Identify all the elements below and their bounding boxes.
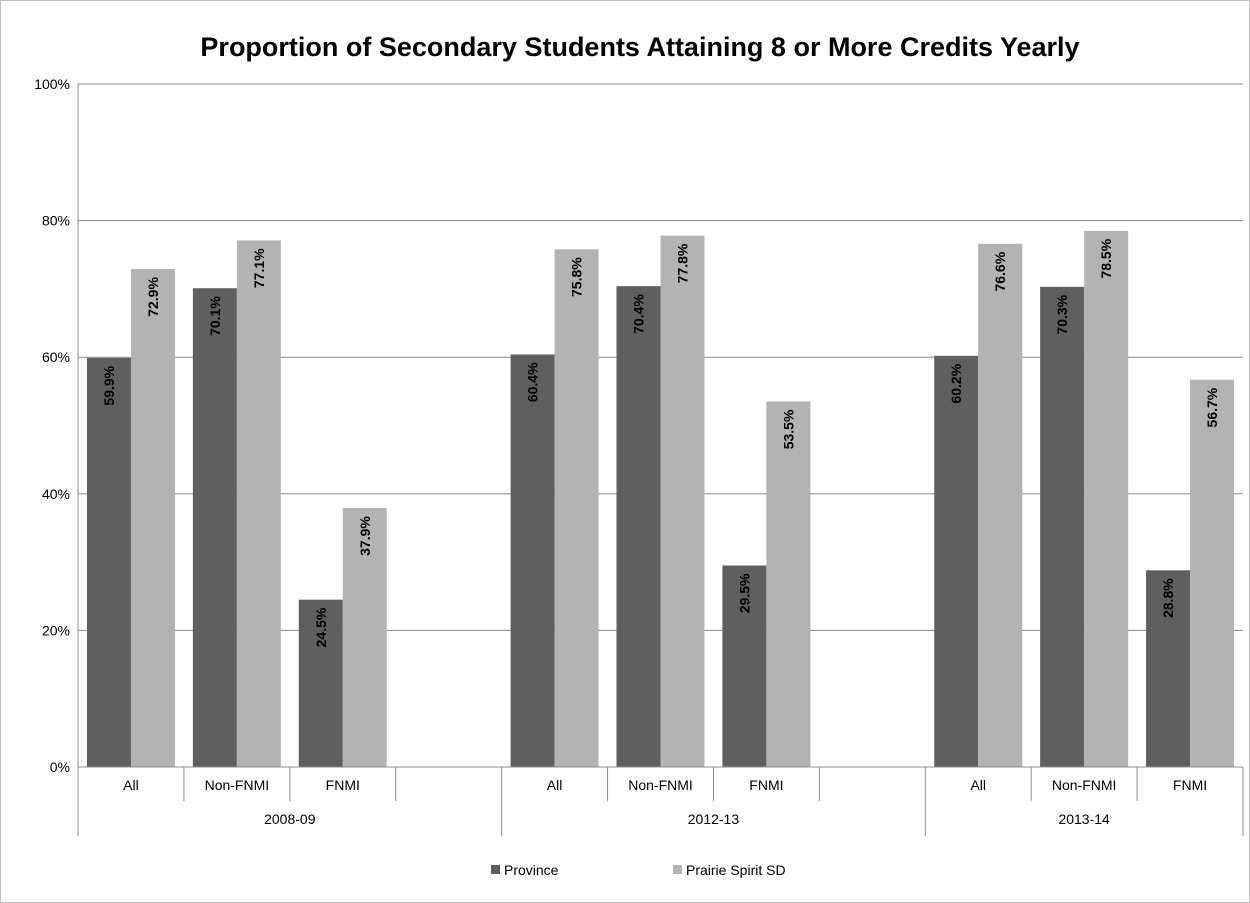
y-tick-label: 40% — [42, 486, 70, 502]
data-label: 53.5% — [780, 409, 796, 449]
bar-prairie-spirit-sd — [1084, 230, 1129, 768]
bar-prairie-spirit-sd — [554, 249, 599, 767]
bar-prairie-spirit-sd — [766, 401, 811, 767]
bars — [86, 230, 1235, 768]
bar-prairie-spirit-sd — [978, 243, 1023, 767]
axes: 0% 20% 40% 60% 80% 100% 2008-09 2012-13 2013-14 A… — [34, 76, 1244, 836]
data-label: 75.8% — [569, 257, 585, 297]
x-group-label: 2008-09 — [264, 811, 316, 827]
bar-province — [1040, 286, 1085, 767]
x-group-label: 2013-14 — [1058, 811, 1110, 827]
y-tick-label: 0% — [50, 759, 70, 775]
bar-prairie-spirit-sd — [342, 508, 387, 767]
x-group-label: 2012-13 — [688, 811, 740, 827]
y-tick-label: 20% — [42, 622, 70, 638]
bar-province — [192, 288, 237, 767]
x-category-label: FNMI — [326, 777, 360, 793]
bar-prairie-spirit-sd — [660, 235, 705, 768]
data-label: 60.2% — [948, 363, 964, 403]
x-category-label: Non-FNMI — [205, 777, 270, 793]
bar-province — [722, 565, 767, 767]
bar-prairie-spirit-sd — [1190, 379, 1235, 767]
data-label: 56.7% — [1204, 387, 1220, 427]
data-label: 59.9% — [101, 365, 117, 405]
x-category-label: All — [970, 777, 986, 793]
data-label: 70.1% — [207, 296, 223, 336]
legend-label: Province — [504, 862, 559, 878]
legend-swatch — [673, 865, 682, 874]
data-label: 70.4% — [631, 294, 647, 334]
x-category-label: FNMI — [1173, 777, 1207, 793]
data-label: 60.4% — [525, 362, 541, 402]
bar-prairie-spirit-sd — [130, 269, 175, 767]
y-tick-label: 60% — [42, 349, 70, 365]
x-category-label: FNMI — [749, 777, 783, 793]
data-label: 24.5% — [313, 607, 329, 647]
data-label: 77.8% — [675, 243, 691, 283]
data-labels: 59.9% 72.9% 70.1% 77.1% 24.5% 37.9% 60.4% 75.8%… — [101, 238, 1220, 647]
data-label: 77.1% — [251, 248, 267, 288]
bar-province — [616, 286, 661, 767]
bar-province — [510, 354, 555, 767]
y-tick-label: 100% — [34, 76, 70, 92]
data-label: 29.5% — [736, 573, 752, 613]
data-label: 78.5% — [1098, 238, 1114, 278]
data-label: 70.3% — [1054, 294, 1070, 334]
x-category-label: All — [547, 777, 563, 793]
bar-province — [86, 357, 131, 767]
x-category-label: Non-FNMI — [628, 777, 693, 793]
data-label: 76.6% — [992, 251, 1008, 291]
bar-province — [298, 599, 343, 767]
data-label: 37.9% — [357, 516, 373, 556]
bar-prairie-spirit-sd — [236, 240, 281, 768]
legend-label: Prairie Spirit SD — [686, 862, 786, 878]
bar-province — [1146, 570, 1191, 767]
y-tick-label: 80% — [42, 213, 70, 229]
data-label: 72.9% — [145, 277, 161, 317]
x-category-label: All — [123, 777, 139, 793]
bar-province — [934, 355, 979, 767]
data-label: 28.8% — [1160, 578, 1176, 618]
legend-swatch — [491, 865, 500, 874]
chart-title: Proportion of Secondary Students Attaini… — [200, 32, 1079, 62]
x-category-label: Non-FNMI — [1052, 777, 1117, 793]
legend: Province Prairie Spirit SD — [491, 862, 786, 878]
